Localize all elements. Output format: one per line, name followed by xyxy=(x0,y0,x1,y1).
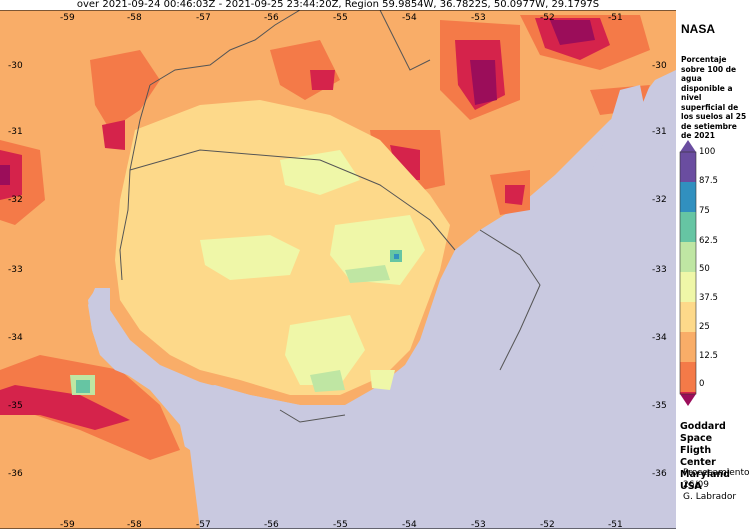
colorbar-label: 12.5 xyxy=(699,351,718,361)
organization-credit: Goddard Space Fligth Center Maryland USA xyxy=(680,421,750,493)
lon-tick-label: -52 xyxy=(540,13,555,23)
lon-tick-label: -54 xyxy=(402,520,417,529)
lat-tick-label: -34 xyxy=(8,333,23,343)
lon-tick-label: -51 xyxy=(608,13,623,23)
org-line: Fligth Center xyxy=(680,445,716,468)
lon-tick-label: -53 xyxy=(471,13,486,23)
extreme-dry-patches xyxy=(0,20,595,185)
lon-tick-label: -55 xyxy=(333,13,348,23)
wet-patches xyxy=(200,150,425,390)
lat-tick-label: -32 xyxy=(8,195,23,205)
legend-description: Porcentaje sobre 100 de agua disponible … xyxy=(681,55,747,140)
river-plate xyxy=(88,288,345,420)
lon-tick-label: -57 xyxy=(196,13,211,23)
lat-tick-label: -36 xyxy=(652,469,667,479)
proc-line: 26/09 xyxy=(683,480,709,490)
proc-line: G. Labrador xyxy=(683,492,737,502)
lon-tick-label: -51 xyxy=(608,520,623,529)
lat-tick-label: -34 xyxy=(652,333,667,343)
lon-tick-label: -58 xyxy=(127,520,142,529)
colorbar-label: 62.5 xyxy=(699,236,718,246)
lon-tick-label: -54 xyxy=(402,13,417,23)
org-line: Goddard Space xyxy=(680,421,726,444)
colorbar-label: 87.5 xyxy=(699,176,718,186)
colorbar-segment xyxy=(680,272,696,302)
lat-tick-label: -36 xyxy=(8,469,23,479)
lon-tick-label: -52 xyxy=(540,520,555,529)
colorbar-segment xyxy=(680,332,696,362)
colorbar-bottom-arrow xyxy=(680,394,696,406)
longitude-labels-top: -59 -58 -57 -56 -55 -54 -53 -52 -51 xyxy=(60,13,623,23)
colorbar-segment xyxy=(680,242,696,272)
lon-tick-label: -58 xyxy=(127,13,142,23)
lat-tick-label: -33 xyxy=(8,265,23,275)
header-title: over 2021-09-24 00:46:03Z - 2021-09-25 2… xyxy=(76,0,600,10)
colorbar-label: 0 xyxy=(699,379,705,389)
lat-tick-label: -31 xyxy=(652,127,667,137)
lon-tick-label: -56 xyxy=(264,520,279,529)
colorbar-segment xyxy=(680,182,696,212)
lon-tick-label: -59 xyxy=(60,13,75,23)
colorbar-segment xyxy=(680,212,696,242)
colorbar xyxy=(679,140,697,406)
lat-tick-label: -31 xyxy=(8,127,23,137)
lat-tick-label: -35 xyxy=(652,401,667,411)
lon-tick-label: -53 xyxy=(471,520,486,529)
lagoa-dos-patos xyxy=(590,85,645,180)
colorbar-segment xyxy=(680,392,696,394)
colorbar-segment xyxy=(680,152,696,182)
lat-tick-label: -30 xyxy=(8,61,23,71)
colorbar-label: 50 xyxy=(699,264,710,274)
border-lines xyxy=(119,10,541,423)
lat-tick-label: -35 xyxy=(8,401,23,411)
org-line: Maryland USA xyxy=(680,469,730,492)
lat-tick-label: -33 xyxy=(652,265,667,275)
lon-tick-label: -55 xyxy=(333,520,348,529)
land-area-south xyxy=(0,390,200,529)
colorbar-label: 100 xyxy=(699,147,716,157)
colorbar-top-arrow xyxy=(680,140,696,152)
lon-tick-label: -59 xyxy=(60,520,75,529)
longitude-labels-bottom: -59 -58 -57 -56 -55 -54 -53 -52 -51 xyxy=(60,520,623,529)
soil-moisture-map: -59 -58 -57 -56 -55 -54 -53 -52 -51 -59 … xyxy=(0,10,676,529)
lat-tick-label: -30 xyxy=(652,61,667,71)
colorbar-label: 75 xyxy=(699,206,710,216)
latitude-labels-right: -30 -31 -32 -33 -34 -35 -36 xyxy=(652,61,667,479)
lon-tick-label: -57 xyxy=(196,520,211,529)
processing-credit: Procesamiento 26/09 G. Labrador xyxy=(683,467,750,503)
latitude-labels-left: -30 -31 -32 -33 -34 -35 -36 xyxy=(8,61,23,479)
proc-line: Procesamiento xyxy=(683,468,750,478)
lat-tick-label: -32 xyxy=(652,195,667,205)
colorbar-label: 37.5 xyxy=(699,293,718,303)
colorbar-label: 25 xyxy=(699,322,710,332)
lon-tick-label: -56 xyxy=(264,13,279,23)
wettest-spot xyxy=(394,254,399,259)
source-label: NASA xyxy=(681,22,716,36)
colorbar-segment xyxy=(680,362,696,392)
colorbar-segment xyxy=(680,302,696,332)
